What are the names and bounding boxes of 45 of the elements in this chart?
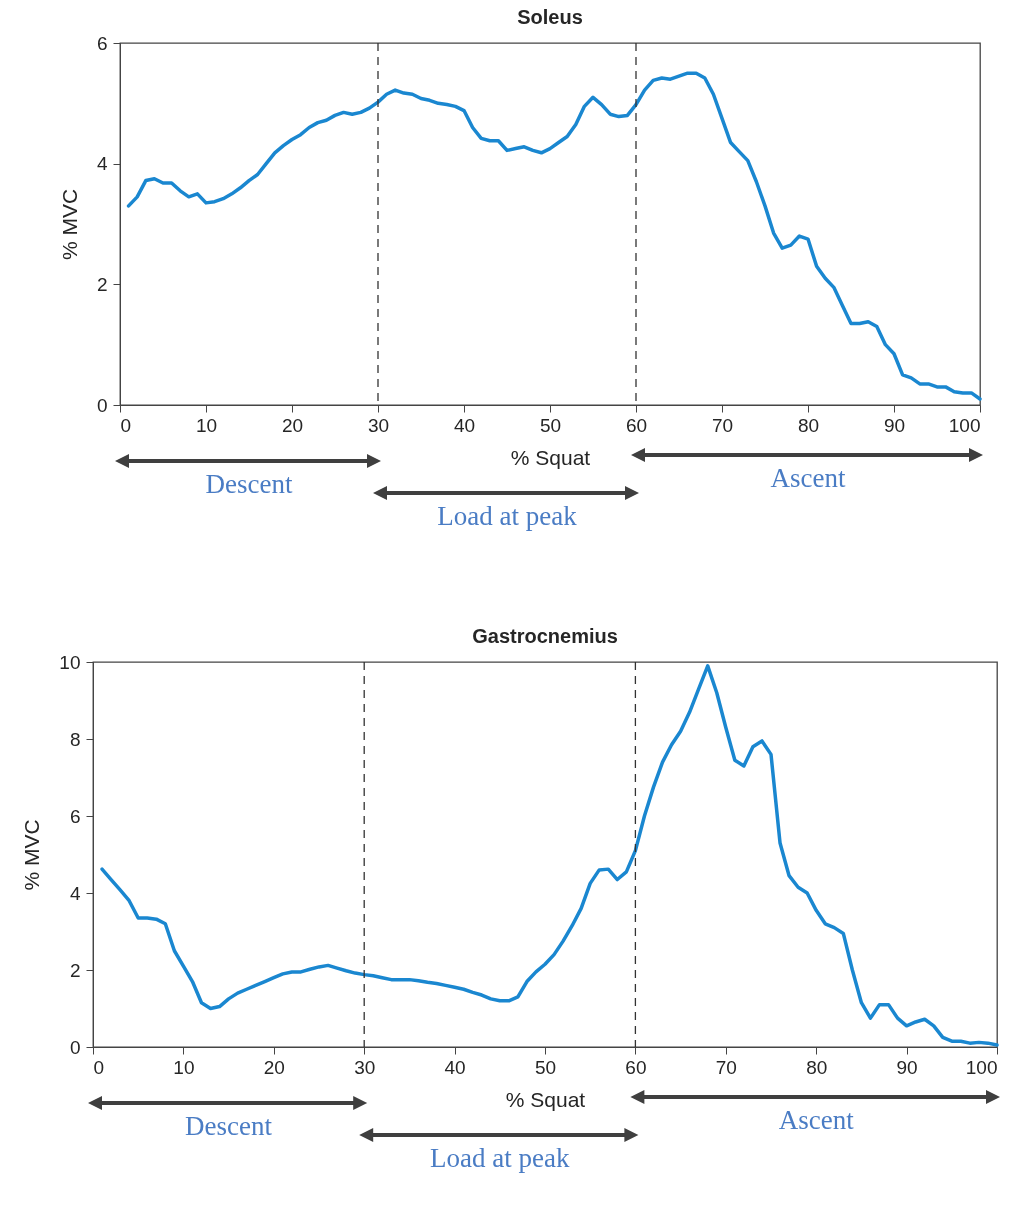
y-tick-label: 8 (69, 728, 81, 750)
x-tick-label: 20 (281, 414, 304, 436)
y-tick-label: 6 (96, 32, 108, 54)
x-tick-label: 50 (534, 1056, 557, 1078)
text: Descent (205, 469, 293, 500)
y-tick-label: 4 (96, 153, 108, 175)
x-tick-label: 80 (806, 1056, 828, 1078)
x-tick-label: 60 (625, 1056, 647, 1078)
x-tick-label: 40 (444, 1056, 466, 1078)
x-tick-label: 60 (625, 414, 648, 436)
y-tick-label: 0 (69, 1036, 81, 1058)
x-tick-label: 100 (965, 1056, 998, 1078)
x-tick-label: 90 (883, 414, 906, 436)
x-tick-label: 40 (453, 414, 476, 436)
y-axis-title: % MVC (20, 819, 44, 891)
x-axis-title: % Squat (510, 445, 591, 469)
y-tick-label: 2 (96, 273, 108, 295)
text: Ascent (770, 463, 846, 494)
x-tick-label: 50 (539, 414, 562, 436)
text: Ascent (778, 1105, 854, 1136)
x-tick-label: 80 (797, 414, 820, 436)
y-tick-label: 2 (69, 959, 81, 981)
text: Load at peak (430, 1143, 570, 1174)
x-tick-label: 70 (711, 414, 734, 436)
x-tick-label: 100 (948, 414, 981, 436)
x-tick-label: 10 (173, 1056, 195, 1078)
y-tick-label: 6 (69, 805, 81, 827)
x-tick-label: 70 (715, 1056, 737, 1078)
x-tick-label: 20 (263, 1056, 285, 1078)
line-series (100, 664, 999, 1047)
text: Descent (185, 1111, 273, 1142)
text: Load at peak (437, 501, 577, 532)
x-tick-label: 0 (120, 414, 132, 436)
chart-title: Gastrocnemius (472, 625, 618, 647)
y-axis-title: % MVC (57, 188, 81, 261)
x-tick-label: 10 (195, 414, 218, 436)
x-axis-title: % Squat (505, 1087, 586, 1111)
x-tick-label: 30 (354, 1056, 376, 1078)
y-tick-label: 4 (69, 882, 81, 904)
y-tick-label: 0 (96, 394, 108, 416)
x-tick-label: 30 (367, 414, 390, 436)
line-series (126, 71, 982, 401)
y-tick-label: 10 (59, 651, 81, 673)
x-tick-label: 90 (896, 1056, 918, 1078)
chart-title: Soleus (517, 6, 583, 28)
